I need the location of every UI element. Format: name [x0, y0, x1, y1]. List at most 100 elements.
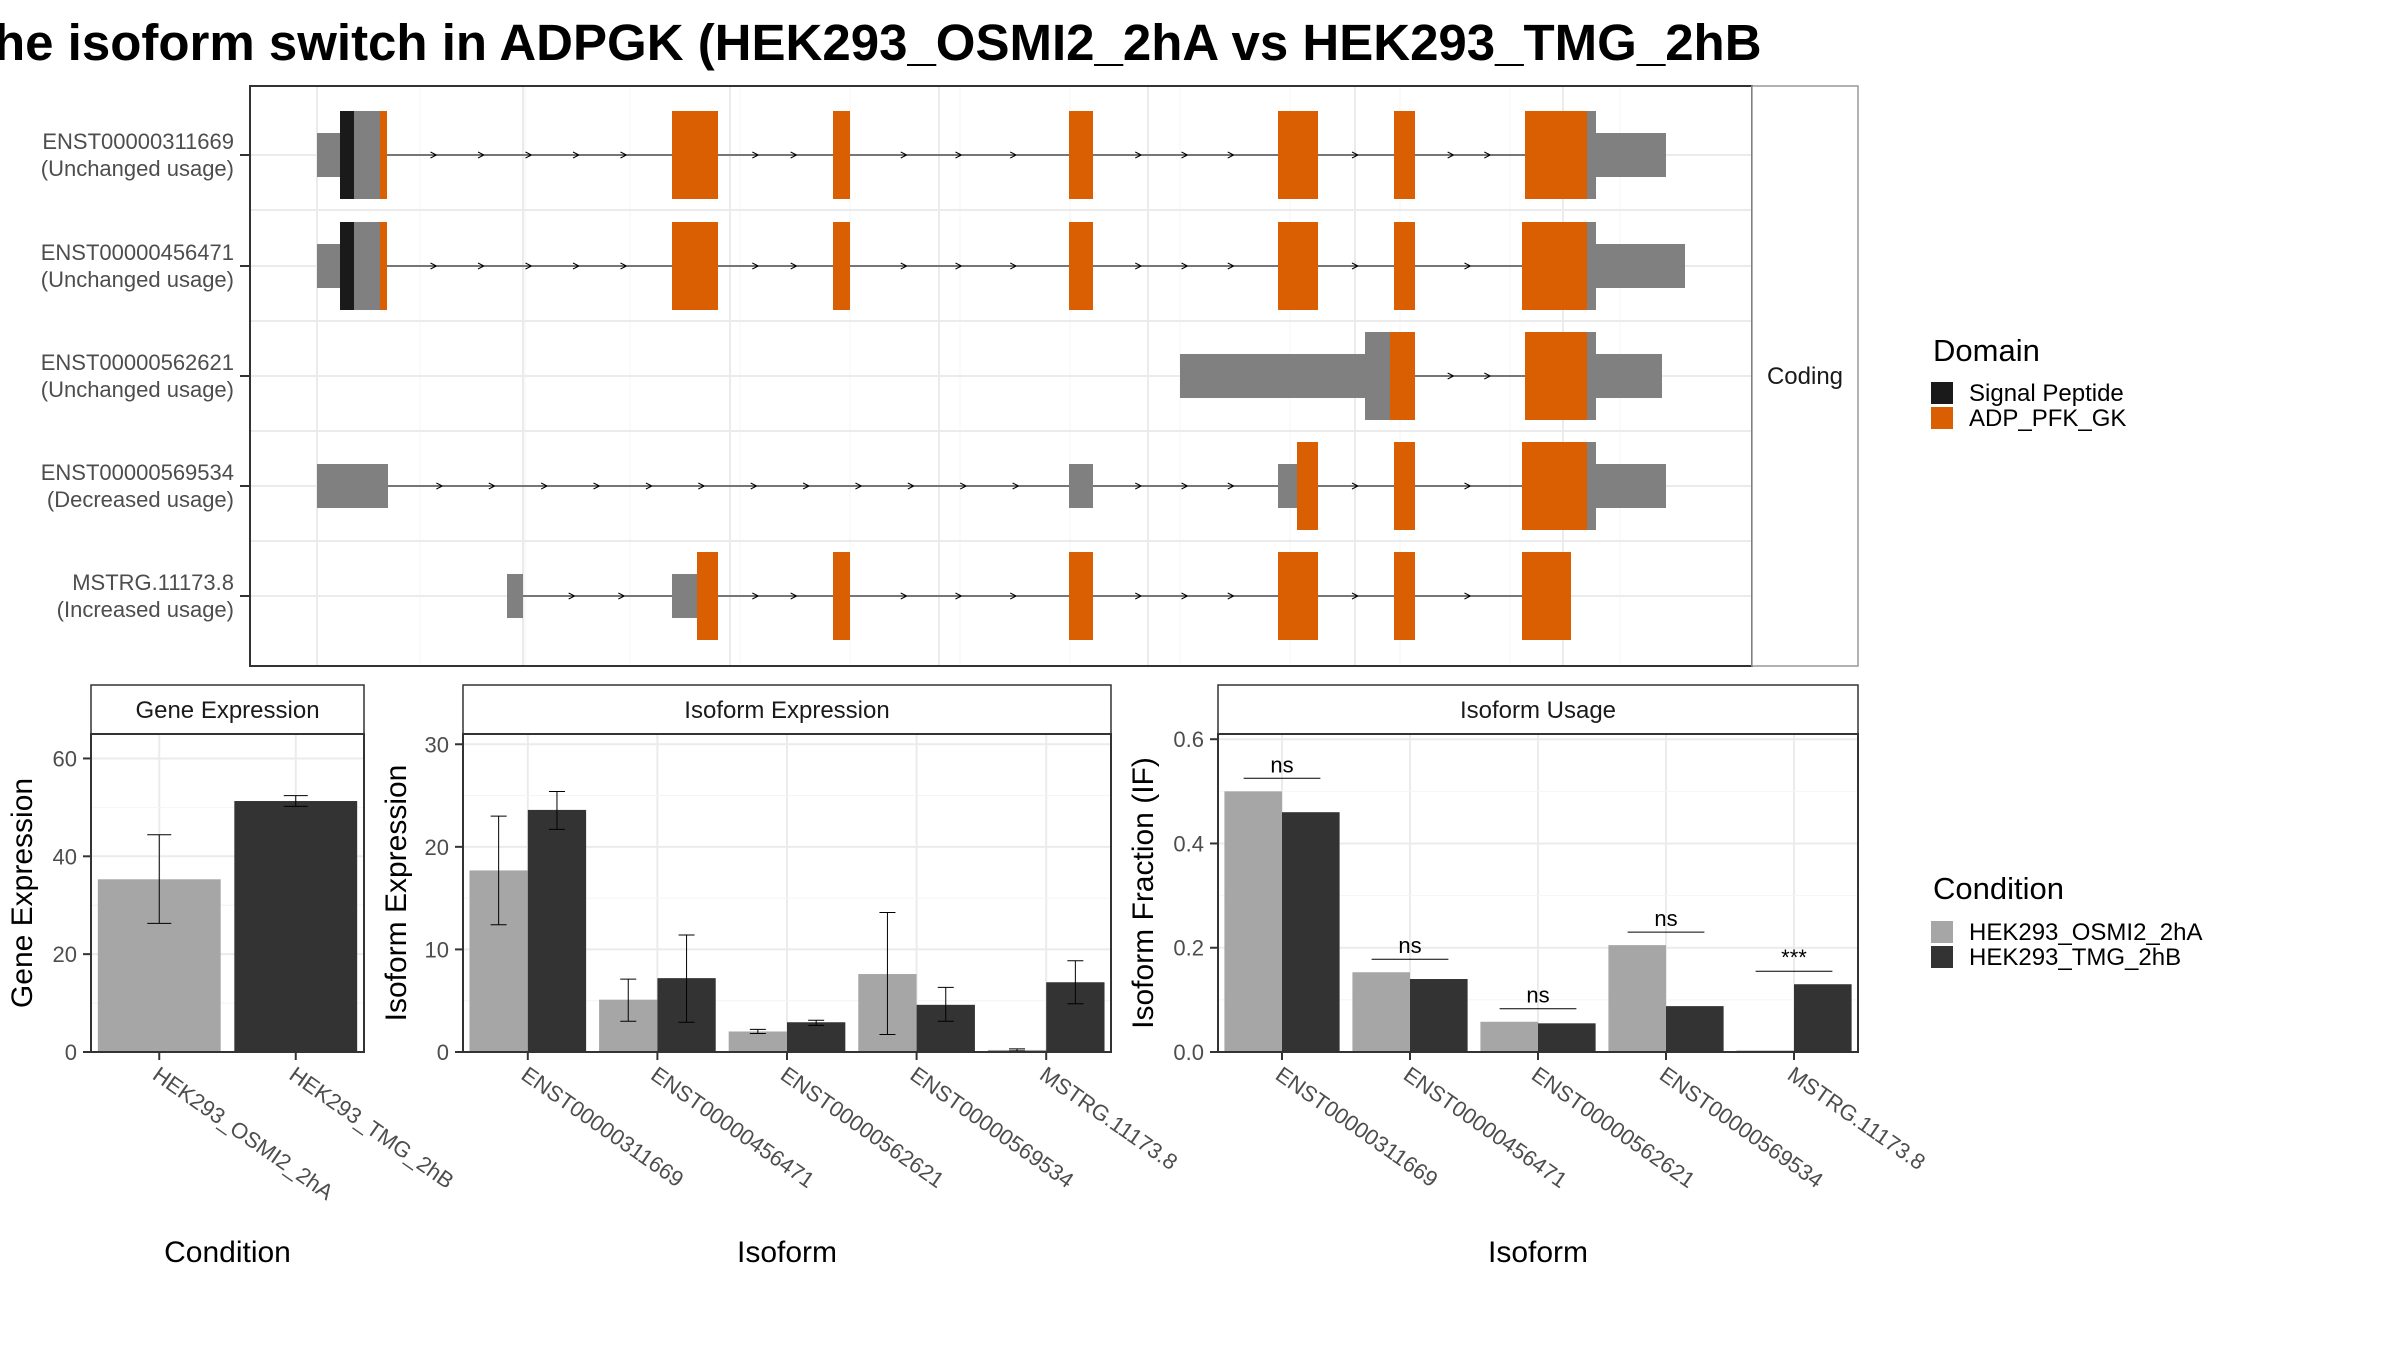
- exon-block: [1522, 222, 1587, 310]
- bar-ENST00000311669-0: [1224, 791, 1282, 1052]
- exon-block: [833, 222, 850, 310]
- intron-arrow: [907, 482, 915, 490]
- exon-block: [380, 222, 387, 310]
- intron-arrow: [1135, 262, 1143, 270]
- intron-arrow: [955, 592, 963, 600]
- intron-arrow: [1351, 592, 1360, 600]
- intron-arrow: [525, 262, 533, 270]
- intron-arrow: [1484, 372, 1492, 380]
- bar-ENST00000562621-1: [787, 1022, 846, 1052]
- intron-arrow: [855, 482, 863, 490]
- exon-block: [833, 111, 850, 199]
- exon-block: [1394, 442, 1415, 530]
- intron-arrow: [477, 151, 486, 159]
- figure-title: he isoform switch in ADPGK (HEK293_OSMI2…: [0, 14, 1762, 71]
- intron-arrow: [540, 482, 549, 490]
- intron-arrow: [1181, 592, 1189, 600]
- exon-block: [380, 111, 387, 199]
- intron-arrow: [900, 592, 908, 600]
- bar-MSTRG.11173.8-1: [1794, 984, 1852, 1052]
- exon-block: [1069, 111, 1093, 199]
- legend-label-signal-peptide: Signal Peptide: [1969, 380, 2124, 407]
- intron-arrow: [1010, 151, 1018, 159]
- intron-arrow: [430, 151, 438, 159]
- intron-arrow: [645, 482, 654, 490]
- intron-arrow: [752, 262, 760, 270]
- intron-arrow: [618, 592, 626, 600]
- transcript-track-0: [317, 111, 1666, 199]
- intron-arrow: [620, 262, 628, 270]
- intron-arrow: [1351, 262, 1360, 270]
- intron-arrow: [955, 262, 963, 270]
- exon-block: [1596, 354, 1662, 398]
- transcript-id-label: ENST00000569534: [41, 460, 234, 485]
- legend-label-tmg: HEK293_TMG_2hB: [1969, 944, 2181, 971]
- domain-legend-title: Domain: [1933, 333, 2040, 368]
- exon-block: [697, 552, 718, 640]
- intron-arrow: [477, 262, 486, 270]
- bar-ENST00000311669-1: [1282, 812, 1340, 1052]
- transcript-track-2: [1180, 332, 1662, 420]
- intron-arrow: [1484, 151, 1492, 159]
- exon-block: [1522, 552, 1571, 640]
- intron-arrow: [960, 482, 968, 490]
- panel-border: [1217, 733, 1859, 1053]
- bar-ENST00000562621-0: [1480, 1021, 1538, 1052]
- intron-arrow: [1135, 151, 1143, 159]
- y-tick-label: 10: [425, 937, 449, 962]
- panel-strip: [90, 684, 365, 735]
- panel-strip: [1217, 684, 1859, 735]
- intron-arrow: [750, 482, 758, 490]
- bar-ENST00000562621-0: [728, 1031, 787, 1052]
- transcript-id-label: ENST00000311669: [42, 129, 234, 154]
- intron-arrow: [698, 482, 706, 490]
- panel-border: [90, 733, 365, 1053]
- legend-swatch-osmi2: [1931, 921, 1953, 943]
- exon-block: [1180, 354, 1365, 398]
- exon-block: [1278, 552, 1318, 640]
- exon-block: [1278, 464, 1297, 508]
- intron-arrow: [1227, 151, 1235, 159]
- intron-arrow: [790, 151, 798, 159]
- legend-swatch-tmg: [1931, 946, 1953, 968]
- intron-arrow: [1351, 482, 1360, 490]
- transcript-id-label: ENST00000562621: [41, 350, 234, 375]
- intron-arrow: [802, 482, 811, 490]
- exon-block: [1069, 552, 1093, 640]
- exon-block: [354, 222, 380, 310]
- legend-label-osmi2: HEK293_OSMI2_2hA: [1969, 919, 2202, 946]
- transcript-id-label: ENST00000456471: [41, 240, 234, 265]
- y-tick-label: 0.6: [1173, 727, 1204, 752]
- intron-arrow: [572, 262, 581, 270]
- intron-arrow: [1010, 592, 1018, 600]
- intron-arrow: [1447, 151, 1455, 159]
- bar-ENST00000569534-1: [1666, 1006, 1724, 1052]
- exon-block: [317, 464, 388, 508]
- transcript-status-label: (Unchanged usage): [41, 156, 234, 181]
- panel-strip-title: Isoform Usage: [1460, 697, 1616, 724]
- y-axis-title: Isoform Expression: [380, 765, 413, 1022]
- intron-arrow: [1012, 482, 1020, 490]
- exon-block: [340, 222, 354, 310]
- isoform-usage-panel: Isoform Usage0.00.20.40.6nsENST000003116…: [1127, 684, 1930, 1269]
- exon-block: [317, 133, 340, 177]
- exon-block: [1069, 464, 1093, 508]
- transcript-status-label: (Decreased usage): [47, 487, 234, 512]
- exon-block: [1522, 442, 1587, 530]
- intron-arrow: [436, 482, 444, 490]
- intron-arrow: [790, 592, 798, 600]
- intron-arrow: [430, 262, 438, 270]
- panel-border: [462, 733, 1112, 1053]
- y-tick-label: 0: [65, 1040, 77, 1065]
- intron-arrow: [620, 151, 628, 159]
- x-axis-title: Condition: [164, 1236, 291, 1269]
- exon-block: [1365, 332, 1390, 420]
- bar-ENST00000562621-1: [1538, 1023, 1596, 1052]
- panel-strip-title: Isoform Expression: [684, 697, 889, 724]
- exon-block: [1394, 552, 1415, 640]
- bar-ENST00000456471-0: [1352, 972, 1410, 1052]
- exon-block: [833, 552, 850, 640]
- condition-legend: Condition HEK293_OSMI2_2hA HEK293_TMG_2h…: [1931, 871, 2202, 971]
- legend-swatch-adp-pfk-gk: [1931, 407, 1953, 429]
